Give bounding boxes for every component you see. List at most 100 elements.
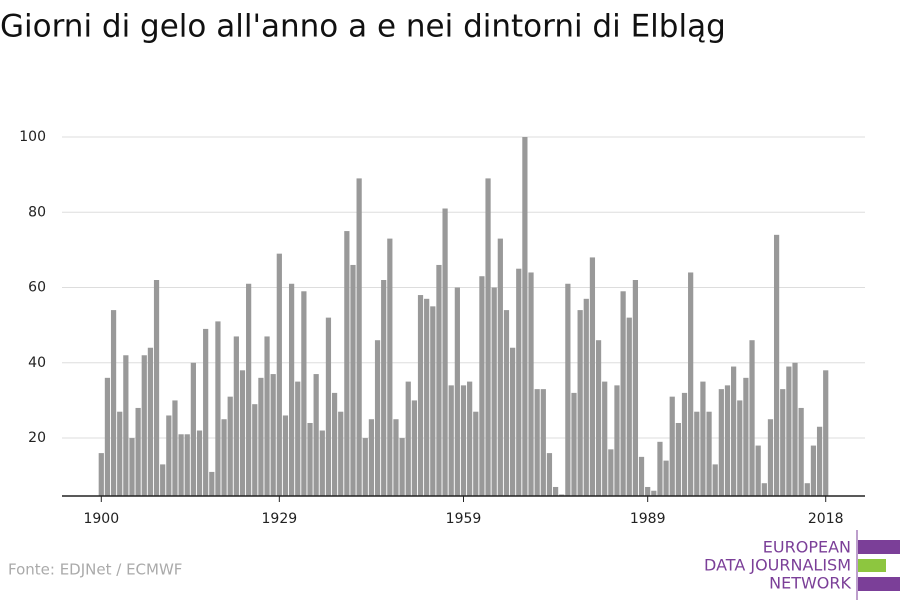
bar [258,377,264,496]
bar [374,340,381,496]
y-tick-label: 20 [28,430,46,446]
bar [577,310,583,496]
logo-bar [858,559,886,572]
bar [663,460,669,496]
bar [632,279,639,496]
bar [313,374,319,496]
bar [350,264,356,496]
chart-title: Giorni di gelo all'anno a e nei dintorni… [0,9,726,45]
y-tick-label: 60 [28,280,46,296]
bar [104,377,111,496]
bar [823,370,829,496]
bar [681,392,688,496]
bar [227,396,233,496]
bar [233,336,239,496]
bar [393,419,399,496]
bar [288,283,295,496]
bar [516,268,522,496]
bar [160,464,166,496]
x-tick-label: 1929 [262,511,298,527]
bar [583,298,589,496]
bar [522,137,528,496]
bar [252,404,258,496]
x-tick-label: 1989 [630,511,666,527]
y-tick-label: 100 [19,129,46,145]
bar [559,494,565,496]
logo-bar [858,577,900,591]
bar [743,377,749,496]
bar [761,483,767,496]
bar [816,426,823,496]
bar [571,392,577,496]
bar [724,385,731,496]
bar [651,490,657,496]
bar [430,306,436,496]
bar [528,272,534,496]
bar [172,400,178,496]
bar [417,295,424,496]
bar [688,272,694,496]
bar [344,231,350,496]
bar [645,486,651,496]
bar [338,411,344,496]
bar [215,321,221,496]
bar [804,483,810,496]
bar [178,434,184,496]
bar [510,347,516,496]
bar [436,264,442,496]
logo-text: EUROPEAN [763,538,851,557]
bar [491,287,497,496]
bar [424,298,430,496]
bar [552,486,559,496]
bar [718,389,724,496]
bar [141,355,147,496]
bar [117,411,123,496]
y-tick-label: 80 [28,204,46,220]
bar [780,389,786,496]
bar [405,381,411,496]
bar [700,381,706,496]
bar [798,407,804,496]
bar [387,238,393,497]
bar [467,381,473,496]
bar [669,396,675,496]
bar [773,234,780,496]
bar [411,400,417,496]
bar [749,340,755,496]
x-tick-label: 1959 [446,511,482,527]
bar [460,385,467,496]
logo-text: NETWORK [769,574,851,593]
bar [110,310,117,496]
bar [190,362,196,496]
bar [331,392,338,496]
bar [135,407,141,496]
bar [196,430,203,496]
bar [503,310,510,496]
bar [301,291,307,496]
bar [497,238,503,497]
bar [565,283,571,496]
bar [479,276,485,496]
bar [602,381,608,496]
bar [767,419,774,496]
bar [239,370,246,496]
bar [282,415,289,496]
bar [810,445,817,496]
source: Fonte: EDJNet / ECMWF [8,561,182,579]
bar [270,374,276,496]
bar [356,178,362,496]
x-tick-label: 2018 [808,511,844,527]
bar [473,411,479,496]
logo-text: DATA JOURNALISM [704,556,851,575]
bar [786,366,792,496]
bar [534,389,540,496]
bar [638,456,645,496]
bar [546,453,553,496]
bar [694,411,700,496]
bar [755,445,761,496]
bar [295,381,301,496]
bar [123,355,129,496]
bar [276,253,282,496]
